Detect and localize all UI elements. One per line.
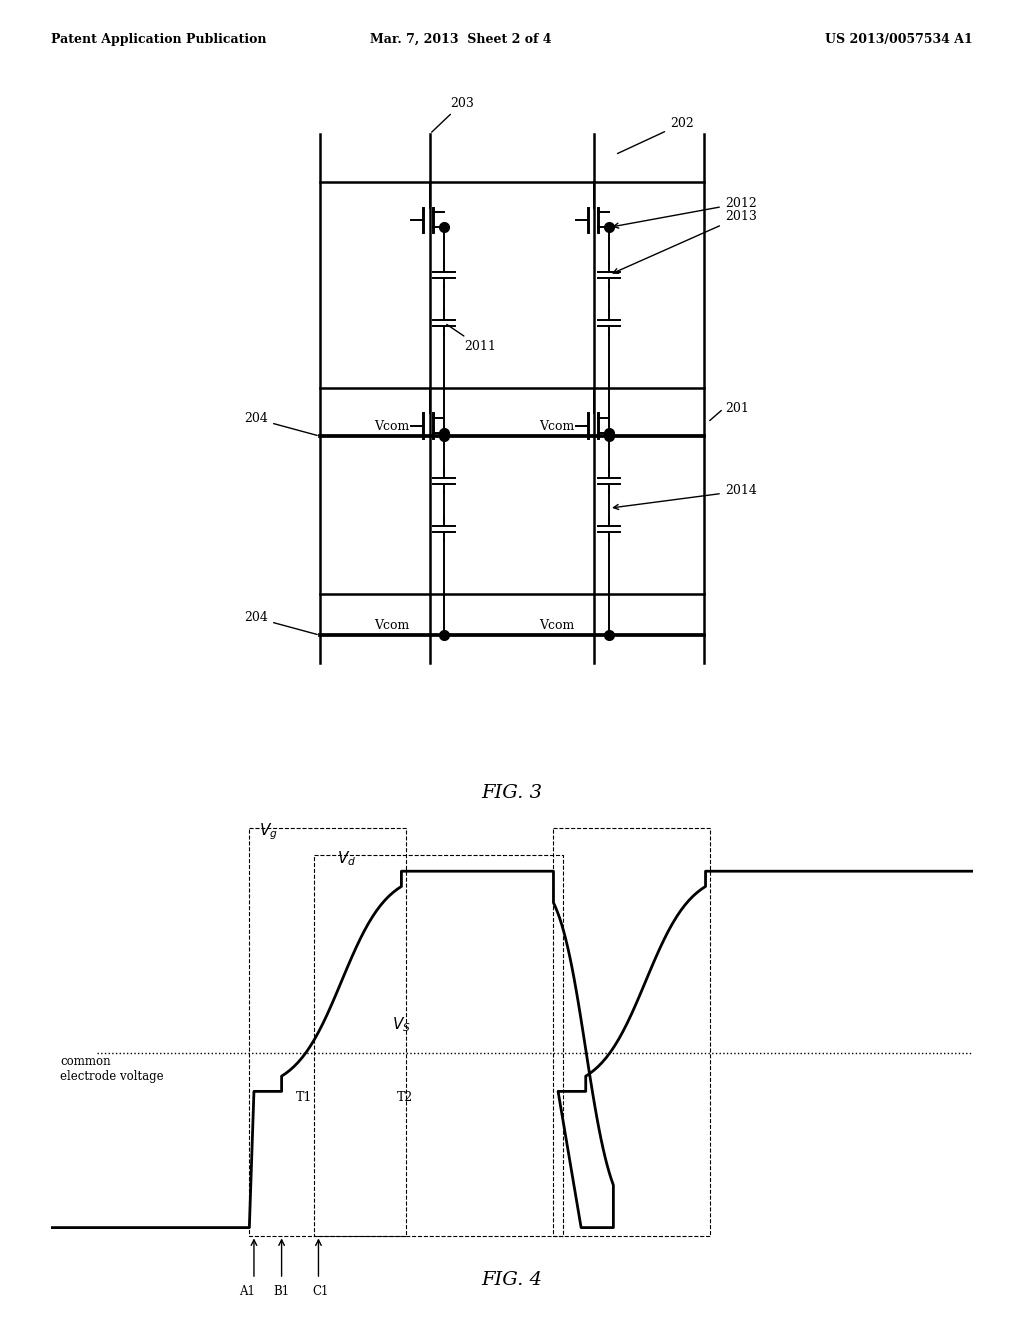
Text: Patent Application Publication: Patent Application Publication	[51, 33, 266, 46]
Text: common
electrode voltage: common electrode voltage	[60, 1055, 164, 1084]
Text: T1: T1	[296, 1090, 311, 1104]
Text: $V_d$: $V_d$	[337, 849, 356, 869]
Text: 202: 202	[617, 117, 693, 153]
Text: FIG. 4: FIG. 4	[481, 1271, 543, 1290]
Text: FIG. 3: FIG. 3	[481, 784, 543, 803]
Text: A1: A1	[239, 1284, 255, 1298]
Text: Vcom: Vcom	[539, 619, 574, 632]
Text: 204: 204	[245, 611, 317, 635]
Text: $V_S$: $V_S$	[392, 1015, 411, 1035]
Text: 204: 204	[245, 412, 317, 436]
Text: US 2013/0057534 A1: US 2013/0057534 A1	[825, 33, 973, 46]
Text: Vcom: Vcom	[374, 619, 410, 632]
Text: C1: C1	[312, 1284, 329, 1298]
Text: T2: T2	[397, 1090, 413, 1104]
Text: Vcom: Vcom	[539, 420, 574, 433]
Text: 2013: 2013	[613, 210, 757, 273]
Text: 2012: 2012	[613, 197, 757, 228]
Text: Mar. 7, 2013  Sheet 2 of 4: Mar. 7, 2013 Sheet 2 of 4	[370, 33, 552, 46]
Text: 203: 203	[432, 96, 474, 132]
Text: $V_g$: $V_g$	[258, 821, 278, 842]
Text: Vcom: Vcom	[374, 420, 410, 433]
Text: 201: 201	[725, 403, 749, 416]
Text: 2014: 2014	[613, 484, 757, 510]
Text: B1: B1	[273, 1284, 290, 1298]
Text: 2011: 2011	[446, 325, 496, 354]
